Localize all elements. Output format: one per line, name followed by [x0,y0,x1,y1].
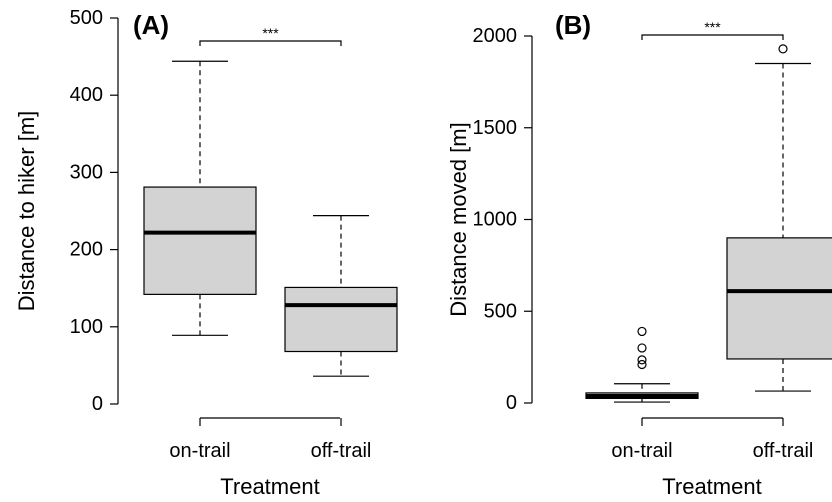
panel-label: (B) [555,10,591,40]
box-iqr [143,186,257,295]
x-axis-label: Treatment [662,474,761,499]
outlier-point [637,355,647,365]
box-group-on-trail [585,326,699,403]
x-axis-label: Treatment [220,474,319,499]
outlier-point [778,44,788,54]
y-tick-label: 2000 [473,25,518,47]
y-tick-label: 400 [70,84,103,106]
x-tick-label: off-trail [311,440,372,462]
significance-label: *** [262,25,279,41]
y-tick-label: 1500 [473,117,518,139]
box-iqr [284,286,398,353]
y-tick-label: 0 [506,392,517,414]
y-axis-label: Distance moved [m] [446,122,471,316]
y-tick-label: 500 [484,300,517,322]
box-group-on-trail [143,60,257,336]
significance-label: *** [704,19,721,35]
panel-b: 0 500 1000 1500 2000 Distance moved [m] on-tra… [446,10,832,499]
outlier-point [637,359,647,370]
y-tick-label: 300 [70,161,103,183]
outlier-point [637,326,647,337]
x-tick-label: on-trail [611,440,672,462]
outlier-point [637,343,647,353]
x-tick-label: off-trail [753,440,814,462]
box-group-off-trail [726,44,832,392]
y-tick-label: 200 [70,239,103,261]
box-iqr [726,237,832,360]
y-tick-label: 100 [70,316,103,338]
y-tick-label: 1000 [473,209,518,231]
significance-bracket [199,40,342,46]
y-axis-label: Distance to hiker [m] [14,111,39,312]
significance-bracket [641,34,784,40]
panel-a: 0 100 200 300 400 500 Distance to hiker [m] on-… [14,7,398,499]
x-tick-label: on-trail [169,440,230,462]
box-group-off-trail [284,215,398,377]
y-tick-label: 0 [92,393,103,415]
y-tick-label: 500 [70,7,103,29]
panel-label: (A) [133,10,169,40]
